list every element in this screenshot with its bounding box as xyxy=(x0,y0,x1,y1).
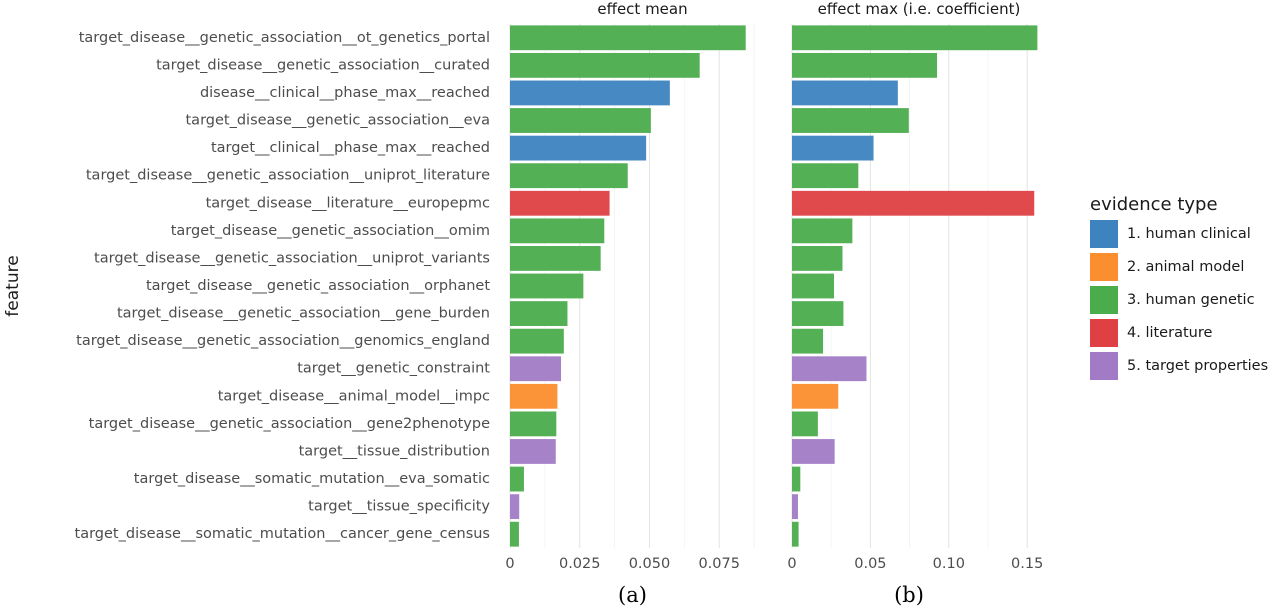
bar-b-14 xyxy=(792,383,839,409)
category-label: target__tissue_distribution xyxy=(299,443,490,459)
bar-b-15 xyxy=(792,411,818,437)
x-tick-label-a: 0.050 xyxy=(629,556,671,572)
x-tick-label-a: 0.025 xyxy=(559,556,601,572)
bar-a-6 xyxy=(510,163,628,189)
legend-key-5 xyxy=(1090,352,1118,380)
bar-b-18 xyxy=(792,494,798,520)
bar-b-8 xyxy=(792,218,853,244)
panel-a-label: (a) xyxy=(618,583,647,607)
category-label: target__tissue_specificity xyxy=(308,499,490,515)
category-label: target__clinical__phase_max__reached xyxy=(211,140,490,156)
panel-a-title: effect mean xyxy=(597,0,687,18)
bar-b-9 xyxy=(792,246,843,271)
bar-b-17 xyxy=(792,466,801,492)
category-label: target__genetic_constraint xyxy=(297,361,490,377)
legend-label-2: 2. animal model xyxy=(1127,259,1244,275)
bar-a-10 xyxy=(510,273,584,299)
bar-a-13 xyxy=(510,356,562,382)
category-label: disease__clinical__phase_max__reached xyxy=(200,85,490,101)
category-label: target_disease__genetic_association__cur… xyxy=(156,57,490,73)
category-label: target_disease__literature__europepmc xyxy=(206,195,490,211)
bar-b-11 xyxy=(792,301,844,326)
category-label: target_disease__genetic_association__gen… xyxy=(117,306,490,322)
legend-key-1 xyxy=(1090,220,1118,248)
bar-a-17 xyxy=(510,466,524,492)
bar-a-11 xyxy=(510,301,568,326)
category-label: target_disease__genetic_association__gen… xyxy=(89,416,490,432)
category-label: target_disease__genetic_association__eva xyxy=(186,113,491,129)
legend-key-4 xyxy=(1090,319,1118,347)
legend-key-3 xyxy=(1090,286,1118,314)
legend-key-2 xyxy=(1090,253,1118,281)
bar-b-12 xyxy=(792,328,824,354)
bar-layer xyxy=(510,25,1038,547)
text-layer: effect mean effect max (i.e. coefficient… xyxy=(3,0,1218,607)
bar-a-8 xyxy=(510,218,605,244)
bar-a-9 xyxy=(510,246,601,271)
bar-b-19 xyxy=(792,521,799,547)
category-label: target_disease__genetic_association__omi… xyxy=(171,223,490,239)
bar-b-13 xyxy=(792,356,867,382)
legend: 1. human clinical 2. animal model 3. human… xyxy=(1090,220,1268,380)
category-label: target_disease__somatic_mutation__cancer… xyxy=(75,526,490,542)
category-label: target_disease__genetic_association__uni… xyxy=(94,250,490,266)
bar-b-5 xyxy=(792,135,874,161)
category-label: target_disease__genetic_association__gen… xyxy=(76,333,490,349)
bar-b-7 xyxy=(792,190,1035,216)
bar-b-10 xyxy=(792,273,835,299)
category-label: target_disease__genetic_association__ot_… xyxy=(79,30,490,46)
bar-b-1 xyxy=(792,25,1038,51)
x-tick-label-b: 0.15 xyxy=(1011,556,1043,572)
panel-b-label: (b) xyxy=(894,583,924,607)
legend-title: evidence type xyxy=(1090,194,1218,215)
bar-b-4 xyxy=(792,108,909,133)
bar-b-2 xyxy=(792,52,938,78)
bar-a-14 xyxy=(510,383,558,409)
legend-label-3: 3. human genetic xyxy=(1127,292,1255,308)
bar-a-15 xyxy=(510,411,557,437)
category-labels: target_disease__genetic_association__ot_… xyxy=(75,30,491,542)
bar-a-7 xyxy=(510,190,610,216)
category-label: target_disease__genetic_association__uni… xyxy=(86,168,490,184)
bar-a-16 xyxy=(510,439,556,464)
bar-b-3 xyxy=(792,80,898,106)
bar-a-12 xyxy=(510,328,564,354)
bar-a-4 xyxy=(510,108,651,133)
y-axis-label: feature xyxy=(3,255,23,316)
tick-labels: 0 0.025 0.050 0.075 0 0.05 0.10 0.15 xyxy=(505,556,1043,572)
x-tick-label-b: 0.10 xyxy=(933,556,965,572)
bar-b-16 xyxy=(792,439,835,464)
bar-a-3 xyxy=(510,80,670,106)
bar-a-19 xyxy=(510,521,519,547)
legend-label-5: 5. target properties xyxy=(1127,358,1268,374)
legend-label-4: 4. literature xyxy=(1127,325,1212,341)
x-tick-label-a: 0 xyxy=(505,556,514,572)
legend-label-1: 1. human clinical xyxy=(1127,226,1251,242)
category-label: target_disease__somatic_mutation__eva_so… xyxy=(134,471,490,487)
bar-a-18 xyxy=(510,494,520,520)
bar-a-2 xyxy=(510,52,700,78)
category-label: target_disease__animal_model__impc xyxy=(218,388,490,404)
bar-b-6 xyxy=(792,163,859,189)
x-tick-label-a: 0.075 xyxy=(698,556,740,572)
category-label: target_disease__genetic_association__orp… xyxy=(146,278,490,294)
x-tick-label-b: 0 xyxy=(787,556,796,572)
panel-b-title: effect max (i.e. coefficient) xyxy=(818,0,1021,18)
bar-a-5 xyxy=(510,135,647,161)
x-tick-label-b: 0.05 xyxy=(854,556,886,572)
bar-a-1 xyxy=(510,25,746,51)
